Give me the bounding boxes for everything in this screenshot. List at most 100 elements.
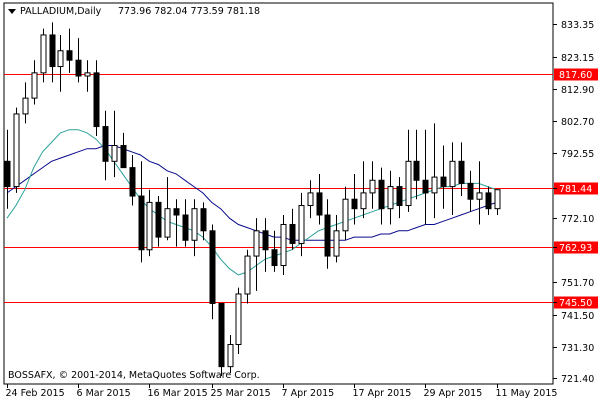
level-label-bg-2	[554, 241, 598, 254]
candle-body	[57, 50, 64, 68]
candle-25	[227, 335, 234, 373]
candle-body	[75, 59, 82, 77]
candle-body	[333, 230, 340, 257]
candle-body	[164, 208, 171, 238]
candle-16	[146, 189, 153, 257]
candle-12	[111, 110, 118, 178]
candle-body	[138, 195, 145, 251]
candle-body	[467, 182, 474, 200]
candle-body	[324, 214, 331, 257]
candle-body	[155, 201, 162, 238]
candle-38	[342, 186, 349, 241]
candle-body	[449, 160, 456, 188]
y-tick-label-4: 792.55	[561, 149, 594, 160]
dropdown-triangle-icon[interactable]	[8, 9, 16, 14]
candle-8	[75, 38, 82, 83]
candle-43	[387, 170, 394, 225]
candle-body	[351, 198, 358, 210]
candle-54	[485, 186, 492, 216]
candle-51	[458, 142, 465, 197]
candle-11	[102, 110, 109, 181]
candle-body	[129, 167, 136, 197]
candle-body	[316, 192, 323, 216]
candle-48	[431, 123, 438, 219]
candle-body	[111, 145, 118, 162]
candle-body	[173, 208, 180, 216]
candle-32	[289, 208, 296, 250]
candle-19	[173, 199, 180, 247]
candle-body	[440, 176, 447, 188]
candle-40	[360, 161, 367, 219]
candle-46	[413, 129, 420, 200]
candle-body	[40, 34, 47, 74]
x-tick-label-6: 29 Apr 2015	[424, 388, 483, 399]
candle-body	[244, 255, 251, 295]
candle-body	[13, 113, 20, 188]
level-label-bg-0	[554, 68, 598, 81]
level-label-0: 817.60	[559, 70, 592, 81]
candle-body	[120, 145, 127, 169]
candle-body	[93, 72, 100, 128]
candle-45	[405, 129, 412, 212]
candle-35	[316, 173, 323, 225]
candle-21	[191, 199, 198, 257]
candle-2	[22, 82, 29, 124]
candle-body	[49, 34, 56, 68]
x-tick-label-0: 24 Feb 2015	[6, 388, 65, 399]
candle-23	[209, 224, 216, 320]
candle-42	[378, 167, 385, 225]
candle-49	[440, 145, 447, 209]
x-tick-label-4: 7 Apr 2015	[282, 388, 335, 399]
y-tick-label-12: 721.40	[561, 374, 594, 385]
candle-15	[138, 161, 145, 263]
candle-body	[405, 160, 412, 207]
level-label-2: 762.93	[559, 243, 592, 254]
candle-body	[476, 192, 483, 200]
candle-28	[253, 218, 260, 291]
candle-body	[271, 249, 278, 267]
candle-1	[13, 107, 20, 193]
x-tick-label-1: 6 Mar 2015	[77, 388, 131, 399]
candle-17	[155, 196, 162, 247]
candle-body	[342, 198, 349, 232]
candle-34	[307, 180, 314, 219]
candle-47	[422, 129, 429, 225]
candle-body	[289, 223, 296, 244]
candle-22	[200, 202, 207, 241]
candle-52	[467, 170, 474, 212]
candle-10	[93, 60, 100, 137]
candle-body	[84, 72, 91, 77]
candle-body	[102, 126, 109, 162]
candle-41	[369, 161, 376, 209]
candle-body	[191, 208, 198, 241]
candle-body	[31, 72, 38, 99]
candle-18	[164, 177, 171, 241]
candle-body	[396, 186, 403, 207]
ohlc-readout: 773.96 782.04 773.59 781.18	[118, 6, 260, 17]
candle-14	[129, 154, 136, 206]
y-axis: 833.35 823.15 812.90 802.70 792.55 772.10 751.…	[553, 20, 594, 385]
candle-5	[49, 22, 56, 83]
candle-30	[271, 230, 278, 272]
moving-averages	[6, 129, 497, 276]
candle-body	[235, 293, 242, 346]
candle-body	[369, 179, 376, 194]
candle-body	[262, 230, 269, 251]
candle-31	[280, 215, 287, 276]
candle-body	[378, 179, 385, 210]
chart-header: PALLADIUM,Daily 773.96 782.04 773.59 781…	[8, 6, 260, 17]
copyright-text: BOSSAFX, © 2001-2014, MetaQuotes Softwar…	[8, 370, 260, 381]
x-tick-label-5: 17 Apr 2015	[353, 388, 412, 399]
y-tick-label-3: 802.70	[561, 117, 594, 128]
candle-3	[31, 60, 38, 105]
candle-body	[431, 176, 438, 194]
y-tick-label-1: 823.15	[561, 53, 594, 64]
y-tick-label-11: 731.30	[561, 343, 594, 354]
ma-fast-line	[6, 129, 497, 276]
candle-6	[57, 34, 64, 92]
candles	[4, 22, 501, 377]
candle-body	[413, 160, 420, 181]
candle-55	[494, 189, 501, 216]
candle-body	[387, 186, 394, 210]
